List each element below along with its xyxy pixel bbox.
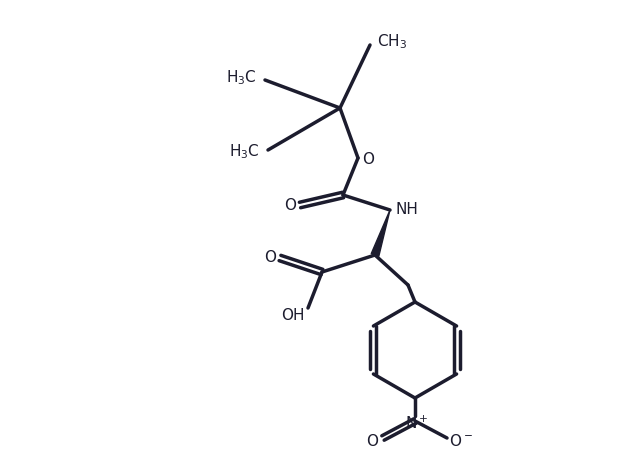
Text: H$_3$C: H$_3$C bbox=[226, 69, 257, 87]
Text: NH: NH bbox=[396, 203, 419, 218]
Text: O: O bbox=[366, 433, 378, 448]
Text: O: O bbox=[284, 197, 296, 212]
Polygon shape bbox=[371, 210, 390, 256]
Text: OH: OH bbox=[281, 308, 305, 323]
Text: CH$_3$: CH$_3$ bbox=[377, 32, 407, 51]
Text: H$_3$C: H$_3$C bbox=[228, 143, 259, 161]
Text: N$^+$: N$^+$ bbox=[405, 415, 429, 431]
Text: O: O bbox=[362, 151, 374, 166]
Text: O: O bbox=[264, 251, 276, 266]
Text: O$^-$: O$^-$ bbox=[449, 433, 473, 449]
